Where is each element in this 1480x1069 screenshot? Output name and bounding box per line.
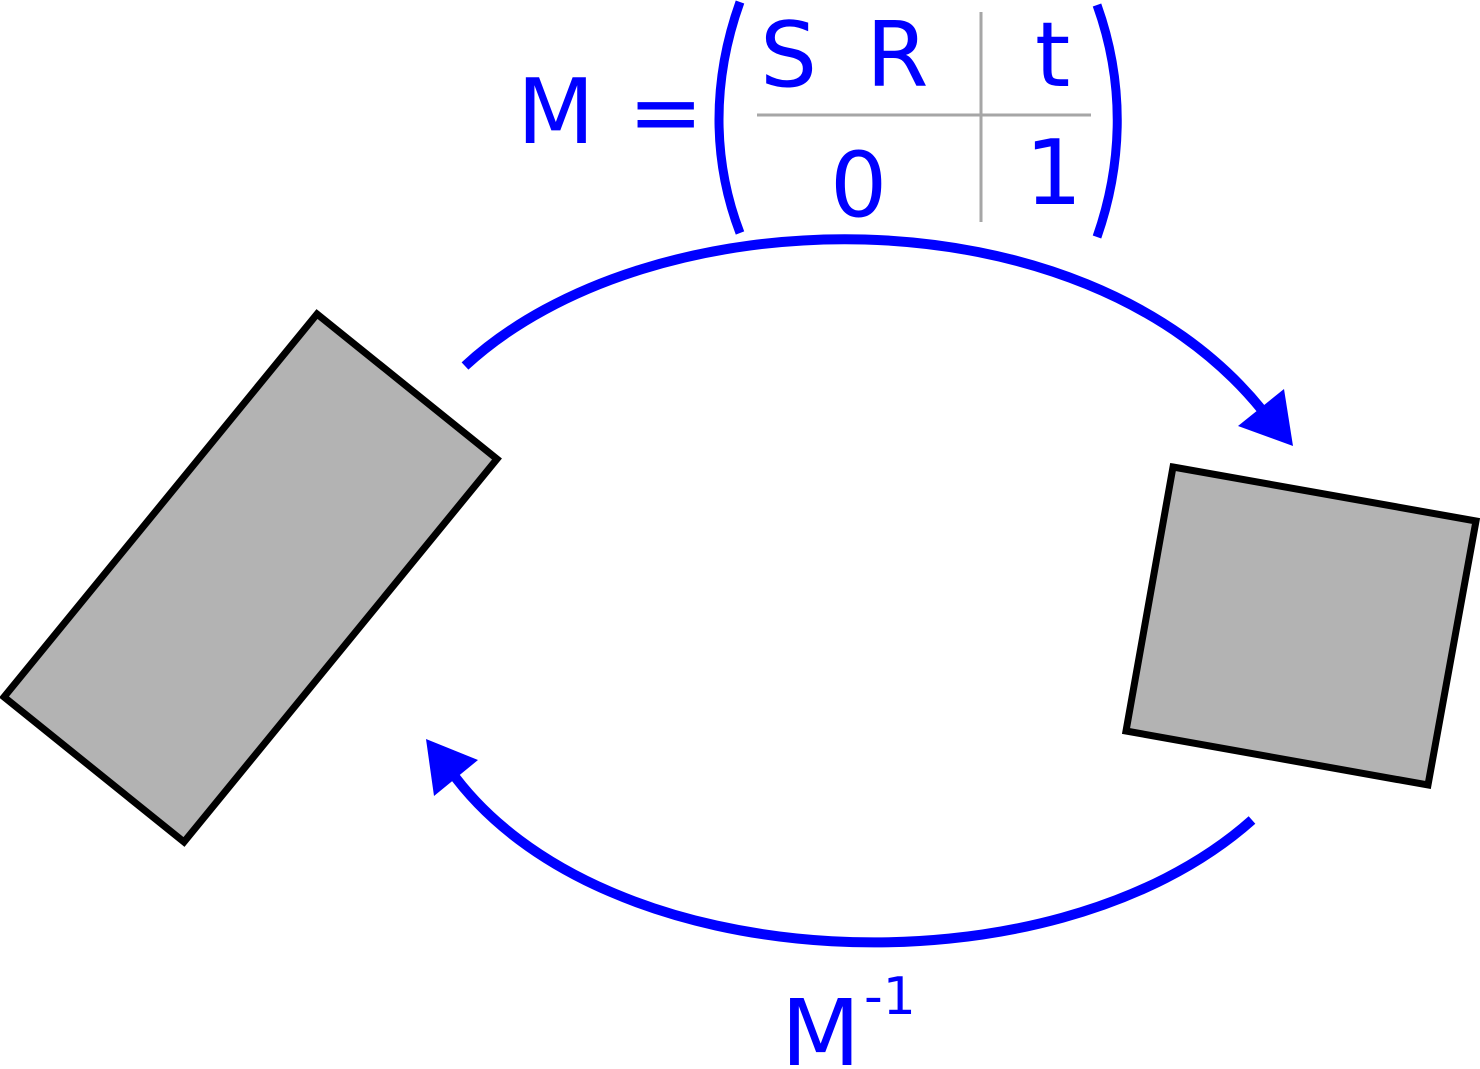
equation-lhs: M bbox=[517, 60, 595, 165]
inverse-arrowhead-icon bbox=[426, 739, 478, 796]
forward-arrow-curve bbox=[461, 234, 1266, 414]
matrix-entry-zero: 0 bbox=[830, 133, 887, 238]
equation-equals: = bbox=[628, 60, 703, 165]
matrix-left-paren bbox=[714, 0, 745, 235]
inverse-label-base: M bbox=[781, 980, 860, 1069]
matrix-entry-s: S bbox=[760, 3, 817, 108]
matrix-entry-one: 1 bbox=[1025, 121, 1082, 226]
right-square-shape bbox=[1121, 462, 1480, 790]
matrix-right-paren bbox=[1092, 3, 1122, 239]
left-rectangle-shape bbox=[0, 309, 502, 847]
inverse-label-superscript: -1 bbox=[864, 967, 916, 1027]
inverse-arrow-curve bbox=[445, 767, 1256, 948]
matrix-entry-t: t bbox=[1035, 3, 1070, 108]
forward-arrowhead-icon bbox=[1238, 389, 1293, 446]
matrix-entry-r: R bbox=[866, 3, 929, 108]
